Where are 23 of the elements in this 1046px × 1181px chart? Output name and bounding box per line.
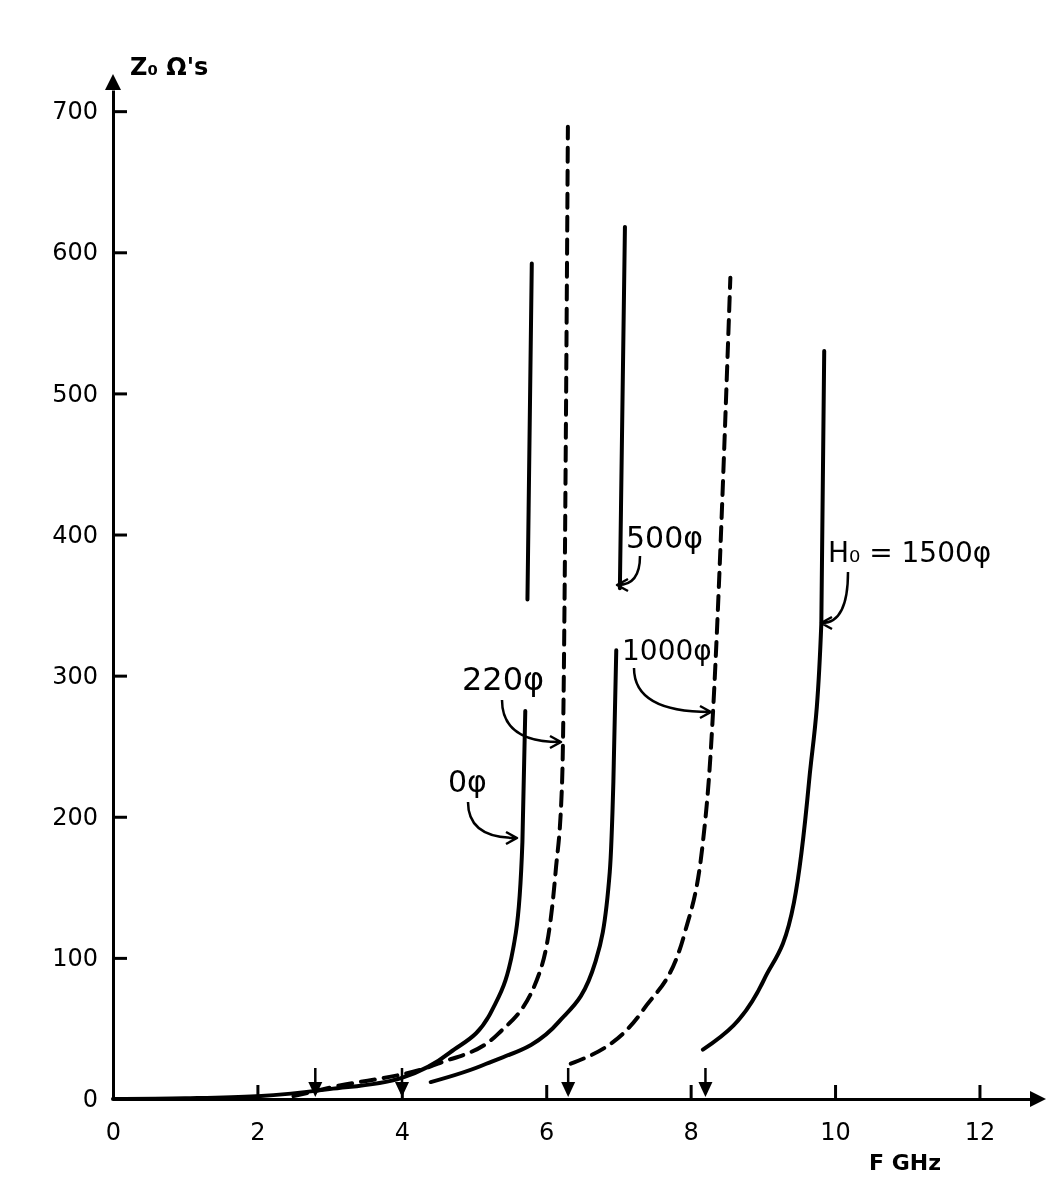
x-axis-title: F GHz: [869, 1150, 941, 1175]
series-label: 0φ: [448, 764, 487, 799]
series-label: 1000φ: [622, 634, 712, 667]
y-tick-label: 600: [52, 238, 98, 267]
x-tick-label: 2: [250, 1118, 266, 1147]
x-tick-label: 4: [394, 1118, 410, 1147]
y-tick-label: 300: [52, 661, 98, 690]
y-tick-label: 0: [82, 1085, 98, 1114]
x-tick-label: 6: [539, 1118, 555, 1147]
y-tick-label: 500: [52, 379, 98, 408]
line-series: [568, 275, 733, 1066]
y-tick-label: 400: [52, 520, 98, 549]
series-label: H₀ = 1500φ: [828, 536, 992, 569]
y-tick-label: 100: [52, 944, 98, 973]
series-label: 220φ: [462, 660, 545, 698]
x-tick-label: 10: [820, 1118, 851, 1147]
y-axis-title: Z₀ Ω's: [130, 53, 209, 81]
y-tick-label: 700: [52, 97, 98, 126]
x-tick-label: 8: [683, 1118, 699, 1147]
y-tick-label: 200: [52, 802, 98, 831]
x-tick-label: 0: [105, 1118, 122, 1147]
x-tick-label: 12: [964, 1118, 996, 1147]
series-label: 500φ: [626, 520, 704, 555]
